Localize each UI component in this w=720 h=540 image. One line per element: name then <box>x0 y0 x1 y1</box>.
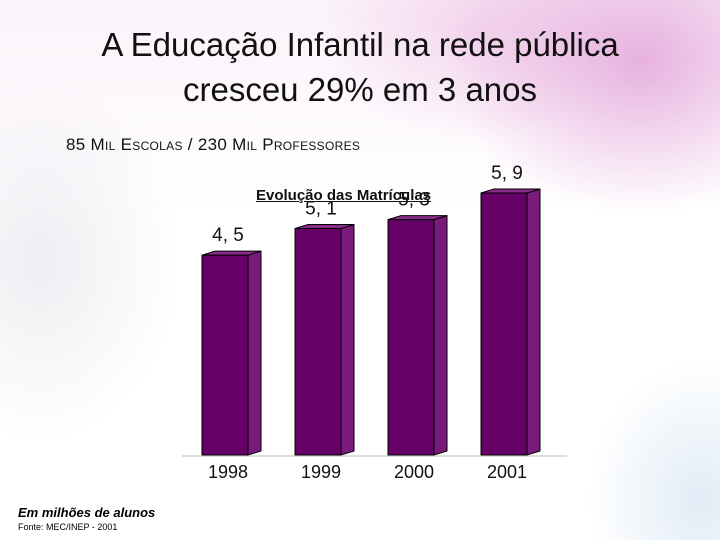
bar-side-1999 <box>340 223 355 456</box>
category-label-2001: 2001 <box>487 462 527 482</box>
value-label-1998: 4, 5 <box>212 225 244 246</box>
bar-2000 <box>387 219 435 456</box>
slide-title-line1: A Educação Infantil na rede pública <box>101 26 619 63</box>
bar-1998 <box>201 254 249 456</box>
slide-title-line2: cresceu 29% em 3 anos <box>182 71 538 108</box>
slide-subtitle: 85 Mil Escolas / 230 Mil Professores <box>66 135 360 155</box>
chart-title: Evolução das Matrículas <box>256 187 432 204</box>
bar-2001 <box>480 192 528 456</box>
slide-title: A Educação Infantil na rede pública cres… <box>40 22 680 112</box>
bar-side-1998 <box>247 250 262 456</box>
value-label-2001: 5, 9 <box>491 163 523 184</box>
chart-baseline <box>182 455 567 457</box>
category-label-1999: 1999 <box>301 462 341 482</box>
value-label-1999: 5, 1 <box>305 199 337 220</box>
category-label-2000: 2000 <box>394 462 434 482</box>
category-label-1998: 1998 <box>208 462 248 482</box>
value-label-2000: 5, 3 <box>398 190 430 211</box>
bar-side-2000 <box>433 214 448 456</box>
source-note: Fonte: MEC/INEP - 2001 <box>18 522 118 532</box>
subtitle-text: 85 Mil Escolas / 230 Mil Professores <box>66 135 361 154</box>
bar-1999 <box>294 228 342 456</box>
unit-footnote: Em milhões de alunos <box>18 505 156 520</box>
bar-side-2001 <box>526 188 541 456</box>
